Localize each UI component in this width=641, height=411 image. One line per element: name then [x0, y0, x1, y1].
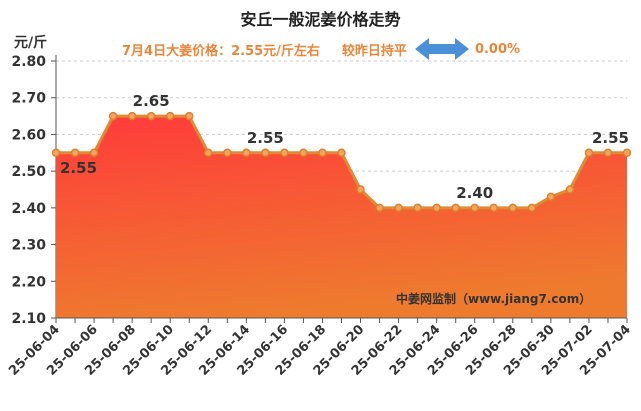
data-point	[108, 111, 118, 121]
data-point	[70, 148, 80, 158]
x-axis: 25-06-0425-06-0625-06-0825-06-1025-06-12…	[6, 317, 634, 379]
data-point-markers	[51, 111, 632, 213]
data-point	[546, 192, 556, 202]
data-label: 2.55	[592, 129, 629, 147]
data-point	[622, 148, 632, 158]
data-point	[89, 148, 99, 158]
data-point	[184, 111, 194, 121]
y-axis: 2.10 2.20 2.30 2.40 2.50 2.60 2.70 2.80	[11, 54, 57, 327]
data-point	[356, 185, 365, 194]
data-point	[584, 148, 594, 158]
watermark-text: 中姜网监制（www.jiang7.com）	[396, 292, 592, 306]
chart-title: 安丘一般泥姜价格走势	[240, 10, 401, 29]
data-point	[51, 148, 61, 158]
y-tick-label: 2.40	[11, 201, 46, 217]
data-label: 2.40	[456, 184, 493, 202]
y-tick-label: 2.80	[11, 54, 46, 70]
data-point	[223, 148, 232, 158]
data-point	[432, 203, 441, 213]
data-point	[318, 148, 327, 158]
data-point	[204, 148, 213, 158]
data-point	[451, 203, 460, 213]
data-point	[280, 148, 289, 158]
price-area-fill	[56, 116, 627, 318]
y-tick-label: 2.60	[11, 127, 46, 143]
y-tick-label: 2.10	[11, 311, 46, 327]
data-label: 2.55	[60, 159, 97, 177]
data-point	[470, 203, 479, 213]
y-tick-label: 2.70	[11, 91, 46, 107]
data-point	[375, 203, 384, 213]
data-point	[603, 148, 613, 158]
data-point	[261, 148, 270, 158]
trend-text: 较昨日持平	[341, 43, 407, 59]
data-label: 2.65	[133, 92, 170, 110]
data-point	[146, 111, 156, 121]
data-point	[242, 148, 251, 158]
change-percent-text: 0.00%	[474, 41, 521, 57]
data-label: 2.55	[247, 129, 284, 147]
y-tick-label: 2.50	[11, 164, 46, 180]
data-point	[489, 203, 499, 213]
data-point	[394, 203, 403, 213]
y-axis-unit-label: 元/斤	[14, 35, 48, 51]
data-point	[165, 111, 175, 121]
data-point	[508, 203, 518, 213]
data-point	[527, 203, 537, 213]
y-tick-label: 2.30	[11, 238, 46, 254]
y-tick-label: 2.20	[11, 274, 46, 290]
data-point	[299, 148, 308, 158]
data-point	[565, 185, 575, 194]
data-point	[413, 203, 422, 213]
data-labels: 2.55 2.65 2.55 2.40 2.55	[60, 92, 629, 202]
price-summary: 7月4日大姜价格：2.55元/斤左右 较昨日持平 0.00%	[122, 38, 520, 60]
current-price-text: 7月4日大姜价格：2.55元/斤左右	[122, 43, 320, 59]
left-right-arrow-icon	[414, 38, 469, 60]
data-point	[127, 111, 137, 121]
data-point	[337, 148, 346, 158]
